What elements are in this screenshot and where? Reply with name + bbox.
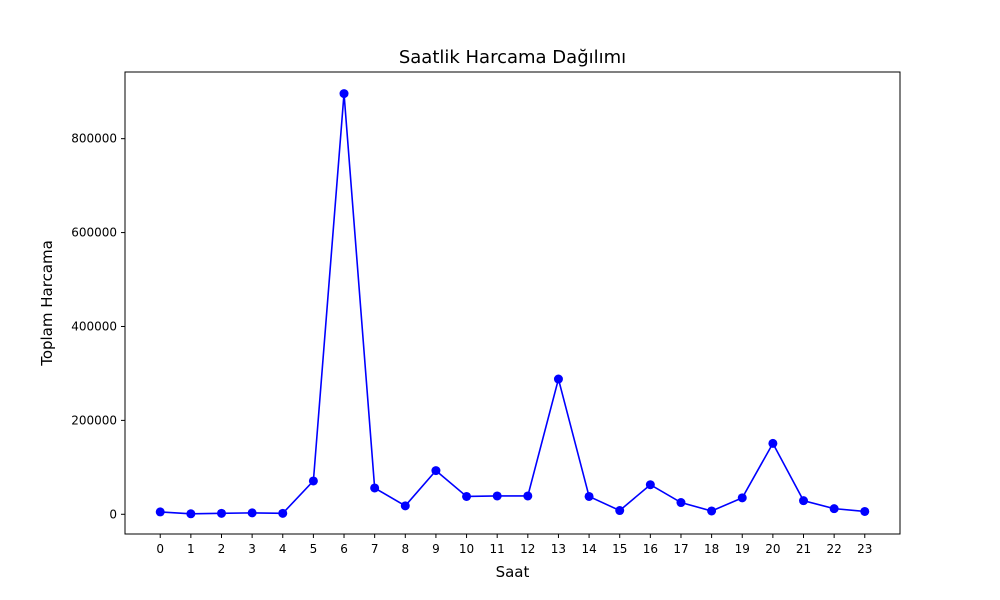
x-tick-label: 14 <box>581 542 596 556</box>
data-point <box>431 466 441 476</box>
x-tick-label: 3 <box>248 542 256 556</box>
data-point <box>278 508 288 518</box>
data-point <box>370 483 380 493</box>
x-tick-label: 13 <box>551 542 566 556</box>
y-axis-label: Toplam Harcama <box>38 240 56 367</box>
x-tick-label: 20 <box>765 542 780 556</box>
y-tick-label: 200000 <box>71 413 117 427</box>
plot-area-frame <box>124 71 901 535</box>
x-tick-label: 15 <box>612 542 627 556</box>
data-point <box>799 496 809 506</box>
x-tick-label: 9 <box>432 542 440 556</box>
x-tick-label: 22 <box>826 542 841 556</box>
x-tick-label: 2 <box>218 542 226 556</box>
y-tick-label: 800000 <box>71 132 117 146</box>
x-tick-label: 11 <box>490 542 505 556</box>
x-tick-label: 17 <box>673 542 688 556</box>
y-tick-label: 0 <box>109 507 117 521</box>
x-tick-label: 18 <box>704 542 719 556</box>
data-point <box>768 438 778 448</box>
x-tick-label: 16 <box>643 542 658 556</box>
data-point <box>492 491 502 501</box>
x-tick-label: 7 <box>371 542 379 556</box>
data-point <box>400 501 410 511</box>
data-point <box>737 493 747 503</box>
y-axis-ticks: 0 200000 400000 600000 800000 <box>71 132 125 521</box>
x-tick-label: 5 <box>310 542 318 556</box>
x-tick-label: 12 <box>520 542 535 556</box>
y-tick-label: 600000 <box>71 226 117 240</box>
data-point <box>829 504 839 514</box>
data-point <box>216 508 226 518</box>
y-tick-label: 400000 <box>71 319 117 333</box>
data-point <box>676 498 686 508</box>
x-axis-label: Saat <box>496 563 530 581</box>
x-tick-label: 8 <box>401 542 409 556</box>
x-axis-ticks: 0 1 2 3 4 5 6 7 8 9 10 11 12 13 14 15 16 17 18 19 20 21 22 23 <box>156 534 872 556</box>
x-tick-label: 1 <box>187 542 195 556</box>
data-point <box>707 506 717 516</box>
x-tick-label: 19 <box>735 542 750 556</box>
data-point <box>615 506 625 516</box>
data-point <box>155 507 165 517</box>
data-point <box>645 480 655 490</box>
data-point <box>462 491 472 501</box>
data-point <box>186 509 196 519</box>
x-tick-label: 0 <box>156 542 164 556</box>
series-layer <box>155 89 870 519</box>
x-tick-label: 23 <box>857 542 872 556</box>
series-line <box>160 93 865 515</box>
data-point <box>584 491 594 501</box>
x-tick-label: 6 <box>340 542 348 556</box>
data-point <box>308 476 318 486</box>
data-point <box>247 508 257 518</box>
data-point <box>523 491 533 501</box>
data-point <box>860 506 870 516</box>
x-tick-label: 10 <box>459 542 474 556</box>
x-tick-label: 4 <box>279 542 287 556</box>
data-point <box>553 374 563 384</box>
x-tick-label: 21 <box>796 542 811 556</box>
chart-title: Saatlik Harcama Dağılımı <box>399 47 626 68</box>
data-point <box>339 89 349 99</box>
